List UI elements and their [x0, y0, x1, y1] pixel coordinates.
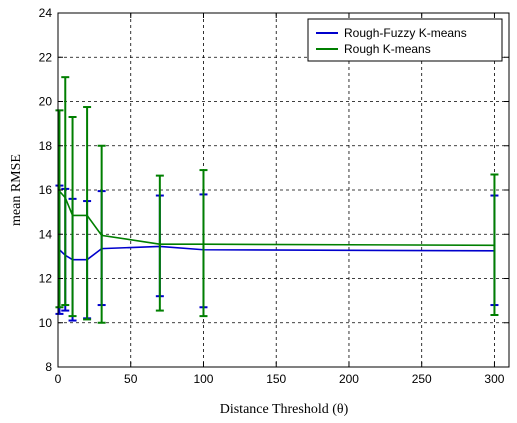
- y-tick-label: 20: [39, 95, 53, 109]
- legend-label: Rough-Fuzzy K-means: [344, 26, 467, 40]
- x-tick-label: 300: [484, 372, 504, 386]
- legend-label: Rough K-means: [344, 42, 431, 56]
- series-layer: [55, 76, 499, 324]
- x-axis-title: Distance Threshold (θ): [220, 402, 349, 417]
- y-tick-label: 24: [39, 6, 53, 20]
- legend-box: [307, 18, 503, 62]
- y-tick-label: 14: [39, 227, 53, 241]
- series-line: [58, 245, 495, 261]
- x-tick-label: 0: [55, 372, 62, 386]
- y-axis-title: mean RMSE: [9, 154, 24, 226]
- y-tick-label: 16: [39, 183, 53, 197]
- y-tick-label: 10: [39, 316, 53, 330]
- x-tick-label: 100: [193, 372, 213, 386]
- y-tick-label: 8: [45, 360, 52, 374]
- y-tick-label: 18: [39, 139, 53, 153]
- y-tick-label: 12: [39, 272, 53, 286]
- series-rough-k-means: [55, 76, 499, 324]
- x-tick-label: 150: [266, 372, 286, 386]
- x-tick-label: 200: [339, 372, 359, 386]
- ticks: 0 50 100 150 200 250 300 8 10 12 14 16 18 20 22 24: [39, 6, 509, 386]
- legend: Rough-Fuzzy K-means Rough K-means: [307, 18, 503, 62]
- plot-area: [58, 13, 509, 367]
- x-tick-label: 250: [412, 372, 432, 386]
- y-tick-label: 22: [39, 50, 53, 64]
- series-line: [58, 190, 495, 247]
- x-tick-label: 50: [124, 372, 138, 386]
